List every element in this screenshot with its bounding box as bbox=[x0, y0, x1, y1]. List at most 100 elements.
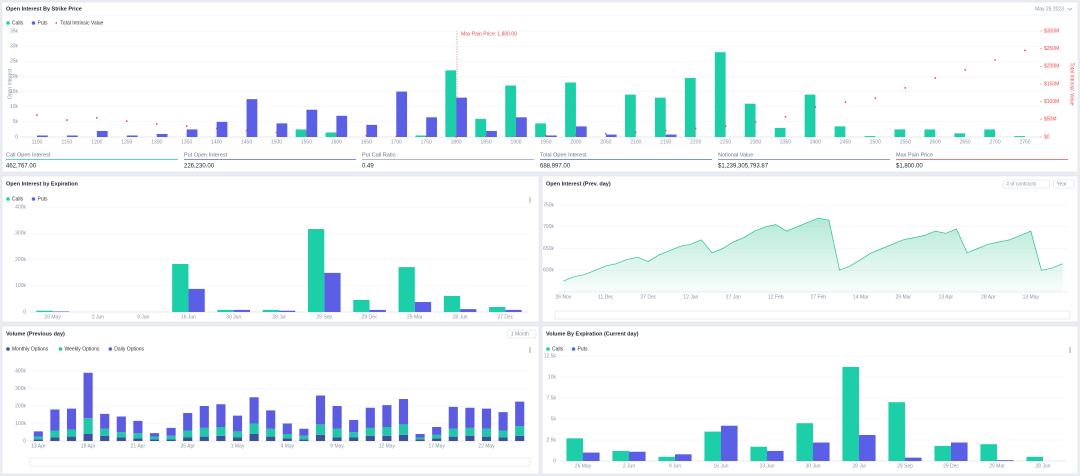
scatter-point bbox=[604, 132, 607, 135]
x-tick-label: 12 Jan bbox=[683, 294, 698, 300]
x-tick-label: 26 May bbox=[44, 314, 61, 320]
y-tick-label: 700k bbox=[543, 224, 554, 230]
bar bbox=[96, 130, 108, 137]
bar bbox=[188, 288, 205, 312]
bar-segment bbox=[249, 397, 259, 424]
bar bbox=[888, 402, 905, 461]
bar bbox=[414, 302, 432, 312]
stat-value: $1,800.00 bbox=[896, 164, 923, 170]
dropdown-label[interactable]: 1 Month bbox=[511, 331, 529, 337]
y-tick-label: 25k bbox=[10, 59, 19, 65]
scatter-point bbox=[305, 132, 308, 135]
bar bbox=[396, 91, 408, 137]
x-tick-label: 2 Jun bbox=[92, 314, 104, 320]
scatter-point bbox=[694, 127, 697, 130]
dropdown-label[interactable]: Year bbox=[1057, 181, 1067, 187]
bar-segment bbox=[116, 432, 126, 438]
x-tick-label: 2200 bbox=[690, 139, 701, 145]
x-tick-label: 1700 bbox=[391, 139, 402, 145]
bar-segment bbox=[199, 427, 209, 437]
bar-segment bbox=[465, 435, 475, 441]
bar bbox=[545, 135, 557, 137]
bar-segment bbox=[133, 438, 143, 441]
y-tick-label: 12.5k bbox=[544, 353, 557, 359]
bar-segment bbox=[66, 429, 77, 437]
legend-label: Daily Options bbox=[114, 346, 144, 352]
bar bbox=[905, 457, 922, 461]
y-tick-label: 750k bbox=[543, 202, 554, 208]
bar bbox=[629, 451, 646, 461]
bar-segment bbox=[100, 413, 110, 429]
x-tick-label: 13 Apr bbox=[939, 294, 954, 300]
y2-tick-label: $250M bbox=[1044, 46, 1059, 52]
bar bbox=[804, 94, 816, 137]
legend-swatch bbox=[58, 347, 63, 351]
x-tick-label: 1550 bbox=[301, 139, 312, 145]
y-tick-label: 100k bbox=[15, 283, 26, 289]
legend-swatch bbox=[6, 21, 10, 25]
x-tick-label: 26 Nov bbox=[555, 294, 571, 300]
y-tick-label: 200k bbox=[15, 257, 26, 263]
dropdown-label[interactable]: # of contracts bbox=[1006, 181, 1037, 187]
bar bbox=[1014, 136, 1026, 137]
x-tick-label: 1250 bbox=[121, 139, 132, 145]
y-tick-label: 300k bbox=[15, 231, 26, 237]
bar-segment bbox=[415, 434, 425, 438]
y-tick-label: 30k bbox=[10, 43, 19, 49]
scatter-point bbox=[36, 114, 38, 116]
scatter-point bbox=[395, 135, 398, 138]
bar bbox=[842, 366, 859, 461]
legend-swatch bbox=[31, 21, 36, 25]
bar bbox=[233, 309, 251, 312]
bar bbox=[216, 121, 228, 137]
x-tick-label: 2500 bbox=[870, 139, 881, 145]
bar bbox=[859, 434, 876, 461]
y-tick-label: 300k bbox=[15, 386, 26, 392]
dropdown[interactable] bbox=[1002, 179, 1050, 189]
bar-segment bbox=[415, 439, 425, 441]
bar-segment bbox=[448, 436, 458, 441]
x-tick-label: 1750 bbox=[421, 139, 432, 145]
dropdown[interactable] bbox=[1053, 179, 1075, 189]
bar bbox=[246, 99, 258, 137]
bar-segment bbox=[232, 437, 243, 441]
bar-segment bbox=[33, 431, 43, 437]
x-tick-label: 1500 bbox=[271, 139, 282, 145]
x-tick-label: 2050 bbox=[600, 139, 611, 145]
y-tick-label: 10k bbox=[10, 104, 19, 110]
bar-segment bbox=[481, 428, 492, 437]
x-tick-label: 2550 bbox=[900, 139, 911, 145]
menu-icon[interactable] bbox=[529, 347, 531, 353]
bar-segment bbox=[116, 437, 126, 441]
stat-label: Max Pain Price bbox=[896, 152, 933, 158]
x-tick-label: 28 Jun bbox=[1035, 463, 1050, 469]
x-tick-label: 11 Dec bbox=[598, 294, 614, 300]
bar-segment bbox=[116, 416, 126, 433]
bar bbox=[924, 129, 936, 137]
menu-icon[interactable] bbox=[529, 197, 531, 203]
zoom-slider[interactable] bbox=[29, 457, 531, 467]
scatter-point bbox=[245, 129, 248, 132]
bar bbox=[934, 445, 951, 461]
bar bbox=[951, 442, 968, 461]
legend-swatch bbox=[55, 22, 58, 24]
bar bbox=[307, 229, 325, 312]
y2-tick-label: $300M bbox=[1044, 28, 1059, 34]
x-tick-label: 16 Jun bbox=[713, 463, 728, 469]
bar bbox=[324, 272, 341, 312]
menu-icon[interactable] bbox=[1069, 347, 1071, 353]
bar bbox=[767, 450, 784, 461]
y-tick-label: 2.5k bbox=[547, 437, 557, 443]
bar-segment bbox=[299, 439, 309, 441]
stat-value: 688,997.00 bbox=[540, 164, 571, 170]
x-tick-label: 16 Jun bbox=[181, 314, 196, 320]
bar bbox=[36, 310, 53, 312]
dropdown[interactable] bbox=[507, 329, 537, 339]
bar bbox=[714, 52, 726, 138]
bar-segment bbox=[515, 426, 525, 436]
date-selector[interactable]: May 26 2023 bbox=[1035, 6, 1064, 12]
bar-segment bbox=[50, 409, 60, 431]
zoom-slider[interactable] bbox=[554, 310, 1071, 320]
bar bbox=[369, 309, 386, 312]
